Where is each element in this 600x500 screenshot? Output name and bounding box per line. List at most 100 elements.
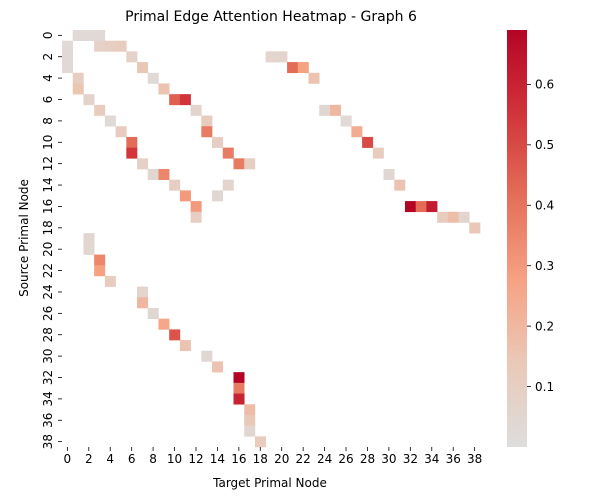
y-tick-label: 30 xyxy=(41,348,55,363)
colorbar-ticks: 0.1 0.2 0.3 0.4 0.5 0.6 xyxy=(527,78,554,394)
heatmap-cell xyxy=(244,158,256,170)
heatmap-cell xyxy=(104,115,116,127)
heatmap-cell xyxy=(169,329,181,341)
heatmap-cell xyxy=(94,104,106,116)
heatmap-cell xyxy=(137,62,149,74)
x-tick-label: 18 xyxy=(253,452,268,466)
heatmap-cell xyxy=(308,72,320,84)
y-tick-label: 14 xyxy=(41,177,55,192)
y-tick-label: 6 xyxy=(41,96,55,104)
heatmap-cell xyxy=(469,222,481,234)
heatmap-cell xyxy=(83,233,95,245)
heatmap-cell xyxy=(244,404,256,416)
x-tick-label: 32 xyxy=(403,452,418,466)
x-tick-label: 8 xyxy=(149,452,157,466)
x-tick-label: 2 xyxy=(85,452,93,466)
heatmap-cell xyxy=(158,169,170,180)
heatmap-cell xyxy=(372,147,384,159)
x-tick-label: 24 xyxy=(317,452,332,466)
heatmap-cell xyxy=(254,436,266,448)
heatmap-cell xyxy=(104,40,116,52)
heatmap-cell xyxy=(126,136,138,148)
x-tick-label: 30 xyxy=(381,452,396,466)
heatmap-cell xyxy=(179,94,191,106)
heatmap-cell xyxy=(72,72,84,84)
x-tick-label: 14 xyxy=(210,452,225,466)
heatmap-cell xyxy=(137,158,149,170)
heatmap-cell xyxy=(94,30,106,41)
heatmap-cell xyxy=(104,275,116,287)
heatmap-cell xyxy=(415,201,427,213)
y-tick-label: 4 xyxy=(41,74,55,82)
heatmap-cell xyxy=(62,62,74,74)
heatmap-cell xyxy=(190,104,202,116)
heatmap-cell xyxy=(83,30,95,41)
heatmap-cell xyxy=(287,62,299,74)
heatmap-cell xyxy=(437,211,449,223)
heatmap-cell xyxy=(147,308,159,319)
heatmap-cell xyxy=(244,425,256,437)
heatmap-cell xyxy=(212,190,224,202)
heatmap-cell xyxy=(212,136,224,148)
heatmap-cell xyxy=(394,179,406,191)
heatmap-cell xyxy=(147,169,159,180)
y-tick-label: 16 xyxy=(41,199,55,214)
heatmap-cell xyxy=(169,94,181,106)
heatmap-cell xyxy=(169,179,181,191)
y-tick-label: 32 xyxy=(41,370,55,385)
x-tick-label: 4 xyxy=(106,452,114,466)
heatmap-cell xyxy=(179,340,191,352)
x-tick-label: 12 xyxy=(188,452,203,466)
heatmap-cell xyxy=(115,40,127,52)
heatmap-cell xyxy=(319,104,331,116)
x-tick-label: 22 xyxy=(296,452,311,466)
y-axis-label: Source Primal Node xyxy=(17,179,31,297)
y-tick-label: 34 xyxy=(41,391,55,406)
heatmap-cell xyxy=(212,361,224,373)
heatmap-cell xyxy=(233,372,245,384)
colorbar-tick-label: 0.2 xyxy=(535,319,554,333)
y-tick-label: 26 xyxy=(41,306,55,321)
chart-title: Primal Edge Attention Heatmap - Graph 6 xyxy=(125,9,417,25)
heatmap-cell xyxy=(233,158,245,170)
colorbar-tick-label: 0.5 xyxy=(535,138,554,152)
y-tick-label: 28 xyxy=(41,327,55,342)
x-tick-label: 38 xyxy=(467,452,482,466)
heatmap-cell xyxy=(458,211,470,223)
y-tick-label: 18 xyxy=(41,220,55,235)
x-tick-label: 34 xyxy=(424,452,439,466)
colorbar-tick-label: 0.4 xyxy=(535,198,554,212)
heatmap-cell xyxy=(244,414,256,426)
heatmap-cells xyxy=(62,30,481,448)
heatmap-cell xyxy=(222,179,234,191)
y-tick-label: 38 xyxy=(41,434,55,449)
x-tick-label: 10 xyxy=(167,452,182,466)
heatmap-cell xyxy=(158,83,170,95)
heatmap-cell xyxy=(233,382,245,394)
x-tick-label: 28 xyxy=(360,452,375,466)
heatmap-cell xyxy=(94,40,106,52)
y-tick-label: 12 xyxy=(41,156,55,171)
heatmap-cell xyxy=(233,393,245,405)
colorbar xyxy=(507,30,527,447)
heatmap-cell xyxy=(276,51,288,63)
y-tick-label: 0 xyxy=(41,32,55,40)
heatmap-cell xyxy=(329,104,341,116)
heatmap-cell xyxy=(201,115,213,127)
x-tick-label: 6 xyxy=(128,452,136,466)
y-tick-label: 36 xyxy=(41,413,55,428)
heatmap-cell xyxy=(362,136,374,148)
heatmap-cell xyxy=(351,126,363,138)
heatmap-cell xyxy=(72,83,84,95)
heatmap-cell xyxy=(190,211,202,223)
heatmap-cell xyxy=(137,286,149,298)
heatmap-cell xyxy=(222,147,234,159)
y-tick-label: 2 xyxy=(41,53,55,61)
heatmap-cell xyxy=(62,51,74,63)
colorbar-tick-label: 0.1 xyxy=(535,380,554,394)
heatmap-cell xyxy=(62,40,74,52)
heatmap-cell xyxy=(297,62,309,74)
heatmap-cell xyxy=(147,72,159,84)
colorbar-tick-label: 0.6 xyxy=(535,78,554,92)
